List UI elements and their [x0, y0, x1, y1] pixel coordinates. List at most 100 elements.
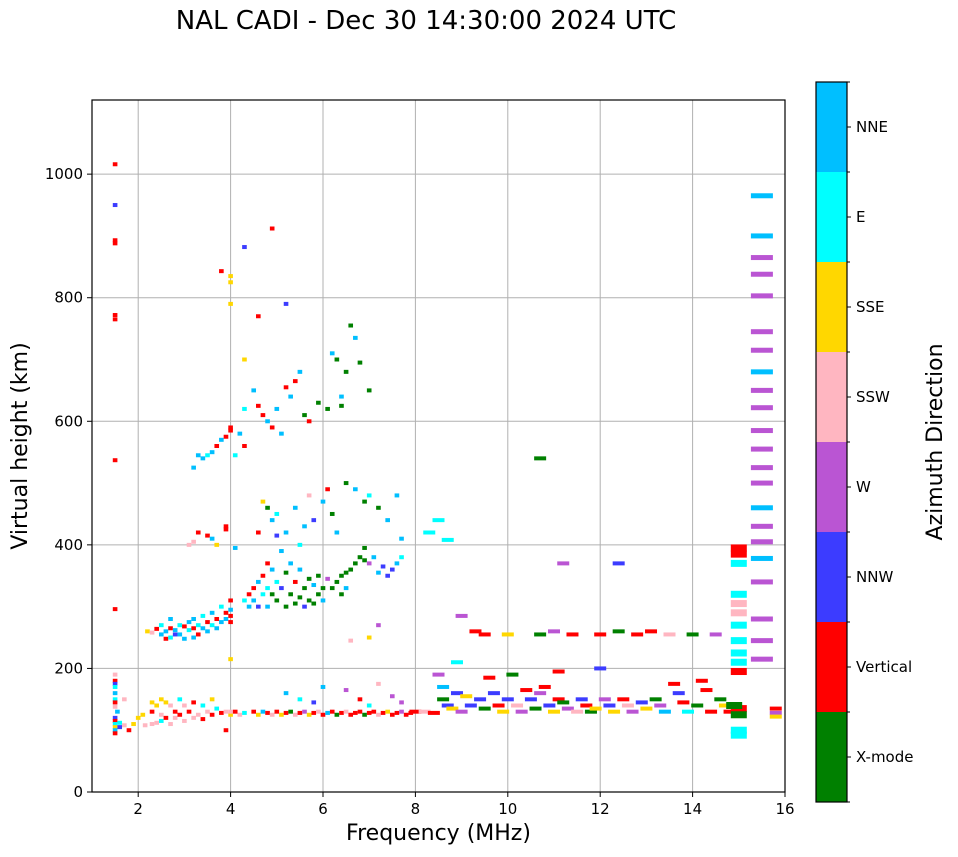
- echo-point-nne: [292, 505, 298, 510]
- echo-point-vertical: [112, 162, 118, 167]
- echo-point-x-mode: [557, 700, 570, 705]
- echo-point-vertical: [182, 624, 187, 629]
- echo-point-vertical: [154, 626, 159, 631]
- echo-point-vertical: [617, 697, 630, 702]
- echo-point-vertical: [186, 709, 192, 714]
- echo-point-ssw: [343, 709, 349, 714]
- echo-point-vertical: [594, 632, 607, 637]
- echo-point-e: [112, 684, 118, 689]
- echo-point-x-mode: [506, 672, 519, 677]
- echo-point-nne: [320, 598, 326, 603]
- echo-point-x-mode: [339, 573, 344, 578]
- echo-point-sse: [149, 700, 155, 705]
- echo-point-vertical: [228, 613, 233, 618]
- echo-point-w: [325, 576, 330, 581]
- echo-point-x-mode: [686, 632, 699, 637]
- echo-point-vertical: [228, 620, 233, 625]
- echo-point-vertical: [260, 573, 266, 578]
- echo-point-e: [219, 604, 224, 609]
- echo-point-w: [343, 688, 349, 693]
- echo-point-ssw: [149, 722, 155, 727]
- echo-point-vertical: [163, 636, 169, 641]
- echo-point-nne: [334, 530, 340, 535]
- chart-title: NAL CADI - Dec 30 14:30:00 2024 UTC: [175, 6, 677, 36]
- echo-point-w: [561, 706, 574, 711]
- echo-point-e: [730, 621, 747, 629]
- echo-point-ssw: [191, 539, 196, 544]
- echo-point-nnw: [464, 703, 477, 708]
- echo-point-nnw: [279, 586, 284, 591]
- echo-point-e: [232, 453, 238, 458]
- echo-point-e: [242, 710, 247, 715]
- echo-point-nne: [437, 684, 450, 689]
- echo-point-e: [366, 493, 372, 498]
- echo-point-w: [302, 709, 307, 714]
- echo-point-e: [730, 726, 747, 734]
- echo-point-w: [399, 700, 404, 705]
- echo-point-sse: [366, 635, 372, 640]
- echo-point-ssw: [122, 697, 127, 702]
- colorbar-segment-vertical: [816, 622, 847, 712]
- echo-point-x-mode: [362, 712, 367, 717]
- echo-point-nnw: [543, 703, 556, 708]
- y-tick-label: 400: [54, 536, 83, 554]
- echo-point-x-mode: [584, 709, 597, 714]
- echo-point-e: [274, 511, 280, 516]
- echo-point-vertical: [353, 710, 358, 715]
- colorbar-segment-x-mode: [816, 712, 847, 802]
- echo-point-nne: [750, 555, 773, 561]
- echo-point-vertical: [371, 709, 377, 714]
- echo-point-sse: [140, 712, 146, 717]
- echo-point-w: [750, 271, 773, 277]
- echo-point-w: [709, 632, 722, 637]
- echo-point-w: [598, 697, 611, 702]
- echo-point-e: [158, 623, 164, 628]
- x-tick-label: 10: [498, 800, 517, 818]
- x-tick-label: 2: [133, 800, 143, 818]
- echo-point-vertical: [223, 527, 229, 532]
- echo-point-vertical: [631, 632, 644, 637]
- echo-point-nne: [256, 579, 261, 584]
- echo-point-x-mode: [292, 601, 298, 606]
- x-axis-ticks: 2 4 6 8 10 12 14 16: [133, 792, 795, 818]
- echo-point-x-mode: [329, 511, 335, 516]
- echo-point-nne: [228, 607, 233, 612]
- echo-point-x-mode: [353, 561, 358, 566]
- echo-point-sse: [260, 499, 266, 504]
- echo-point-sse: [228, 657, 233, 662]
- echo-point-e: [200, 613, 206, 618]
- echo-point-vertical: [149, 709, 155, 714]
- echo-point-nne: [163, 629, 169, 634]
- echo-point-vertical: [256, 530, 261, 535]
- echo-point-nnw: [672, 691, 685, 696]
- echo-point-nne: [168, 617, 173, 621]
- echo-point-nne: [191, 635, 196, 640]
- echo-point-vertical: [538, 684, 551, 689]
- colorbar-label-w: W: [856, 478, 871, 496]
- echo-point-w: [750, 446, 773, 452]
- echo-point-vertical: [112, 731, 118, 736]
- echo-point-vertical: [242, 444, 247, 448]
- echo-point-vertical: [126, 728, 132, 733]
- y-tick-label: 200: [54, 659, 83, 677]
- echo-point-nne: [353, 487, 358, 492]
- echo-point-vertical: [214, 444, 220, 448]
- echo-point-vertical: [566, 632, 579, 637]
- echo-point-vertical: [251, 709, 257, 714]
- echo-point-w: [455, 709, 468, 714]
- echo-point-e: [177, 697, 183, 702]
- echo-point-x-mode: [306, 576, 312, 581]
- colorbar-segment-e: [816, 172, 847, 262]
- echo-point-sse: [589, 706, 602, 711]
- echo-point-nne: [209, 450, 215, 455]
- echo-point-nnw: [242, 245, 247, 250]
- echo-point-sse: [145, 629, 150, 634]
- echo-point-e: [205, 453, 210, 458]
- echo-point-nne: [750, 369, 773, 375]
- echo-point-nne: [265, 604, 270, 609]
- echo-point-nnw: [524, 697, 537, 702]
- echo-point-ssw: [376, 681, 381, 686]
- echo-point-e: [297, 542, 303, 547]
- echo-point-e: [209, 623, 215, 628]
- echo-point-nnw: [575, 697, 588, 702]
